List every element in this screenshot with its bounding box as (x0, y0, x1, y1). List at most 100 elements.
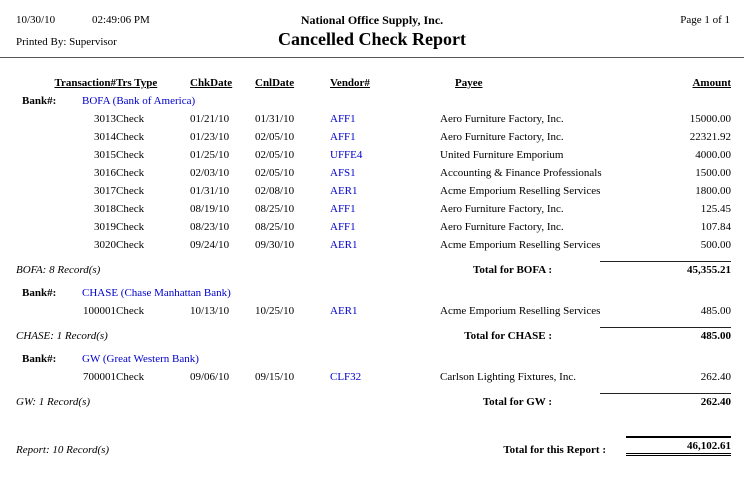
trs-type: Check (116, 113, 145, 125)
bank-total-amount: 45,355.21 (600, 261, 731, 276)
report-header: 10/30/10 02:49:06 PM Printed By: Supervi… (0, 0, 744, 58)
transaction-number: 3017 (94, 185, 116, 197)
bank-header-row: Bank#: GW (Great Western Bank) (0, 350, 744, 368)
check-row: 3013 Check 01/21/10 01/31/10 AFF1 Aero F… (0, 110, 744, 128)
check-amount: 1500.00 (695, 167, 731, 179)
vendor-code-link[interactable]: AFF1 (330, 113, 356, 125)
payee-name: United Furniture Emporium (440, 149, 564, 161)
check-row: 3015 Check 01/25/10 02/05/10 UFFE4 Unite… (0, 146, 744, 164)
transaction-number: 3013 (94, 113, 116, 125)
cnl-date: 08/25/10 (255, 221, 295, 233)
payee-name: Accounting & Finance Professionals (440, 167, 602, 179)
bank-total-row: CHASE: 1 Record(s) Total for CHASE : 485… (0, 322, 744, 342)
bank-total-amount: 262.40 (600, 393, 731, 408)
bank-number-label: Bank#: (22, 287, 57, 299)
bank-record-count: GW: 1 Record(s) (16, 396, 91, 408)
bank-section: Bank#: CHASE (Chase Manhattan Bank) 1000… (0, 284, 744, 342)
cnl-date: 02/08/10 (255, 185, 295, 197)
column-header-row: Transaction# Trs Type ChkDate CnlDate Ve… (0, 74, 744, 92)
payee-name: Aero Furniture Factory, Inc. (440, 131, 564, 143)
chk-date: 08/23/10 (190, 221, 230, 233)
vendor-code-link[interactable]: AER1 (330, 185, 358, 197)
check-row: 3019 Check 08/23/10 08/25/10 AFF1 Aero F… (0, 218, 744, 236)
sections: Bank#: BOFA (Bank of America) 3013 Check… (0, 92, 744, 408)
printed-by: Printed By: Supervisor (16, 36, 117, 48)
transaction-number: 3014 (94, 131, 116, 143)
col-cnl-date: CnlDate (255, 77, 295, 89)
check-row: 3017 Check 01/31/10 02/08/10 AER1 Acme E… (0, 182, 744, 200)
trs-type: Check (116, 203, 145, 215)
check-amount: 4000.00 (695, 149, 731, 161)
transaction-number: 3020 (94, 239, 116, 251)
check-amount: 1800.00 (695, 185, 731, 197)
cnl-date: 01/31/10 (255, 113, 295, 125)
report-title: Cancelled Check Report (278, 29, 466, 49)
vendor-code-link[interactable]: UFFE4 (330, 149, 363, 161)
print-time: 02:49:06 PM (92, 14, 150, 26)
vendor-code-link[interactable]: CLF32 (330, 371, 362, 383)
check-row: 700001 Check 09/06/10 09/15/10 CLF32 Car… (0, 368, 744, 386)
col-transaction: Transaction# (54, 77, 116, 89)
chk-date: 08/19/10 (190, 203, 230, 215)
payee-name: Aero Furniture Factory, Inc. (440, 113, 564, 125)
chk-date: 09/06/10 (190, 371, 230, 383)
vendor-code-link[interactable]: AER1 (330, 239, 358, 251)
bank-name-link[interactable]: CHASE (Chase Manhattan Bank) (82, 287, 231, 299)
chk-date: 01/31/10 (190, 185, 230, 197)
col-payee: Payee (455, 77, 483, 89)
check-amount: 262.40 (700, 371, 731, 383)
check-row: 3020 Check 09/24/10 09/30/10 AER1 Acme E… (0, 236, 744, 254)
check-amount: 125.45 (700, 203, 731, 215)
report-total-label: Total for this Report : (503, 444, 606, 456)
cnl-date: 10/25/10 (255, 305, 295, 317)
trs-type: Check (116, 221, 145, 233)
cnl-date: 09/30/10 (255, 239, 295, 251)
transaction-number: 3019 (94, 221, 116, 233)
chk-date: 10/13/10 (190, 305, 230, 317)
vendor-code-link[interactable]: AER1 (330, 305, 358, 317)
section-rows: 100001 Check 10/13/10 10/25/10 AER1 Acme… (0, 302, 744, 320)
transaction-number: 3016 (94, 167, 116, 179)
chk-date: 02/03/10 (190, 167, 230, 179)
chk-date: 09/24/10 (190, 239, 230, 251)
report-total-row: Report: 10 Record(s) Total for this Repo… (0, 430, 744, 456)
check-amount: 107.84 (700, 221, 731, 233)
transaction-number: 3015 (94, 149, 116, 161)
chk-date: 01/23/10 (190, 131, 230, 143)
company-name: National Office Supply, Inc. (300, 13, 444, 27)
check-row: 3014 Check 01/23/10 02/05/10 AFF1 Aero F… (0, 128, 744, 146)
section-rows: 3013 Check 01/21/10 01/31/10 AFF1 Aero F… (0, 110, 744, 254)
transaction-number: 100001 (83, 305, 116, 317)
bank-total-label: Total for BOFA : (473, 264, 552, 276)
bank-total-amount: 485.00 (600, 327, 731, 342)
trs-type: Check (116, 185, 145, 197)
payee-name: Aero Furniture Factory, Inc. (440, 203, 564, 215)
transaction-number: 700001 (83, 371, 116, 383)
page-indicator: Page 1 of 1 (680, 14, 730, 26)
payee-name: Acme Emporium Reselling Services (440, 239, 601, 251)
chk-date: 01/21/10 (190, 113, 230, 125)
bank-section: Bank#: GW (Great Western Bank) 700001 Ch… (0, 350, 744, 408)
vendor-code-link[interactable]: AFS1 (330, 167, 356, 179)
check-amount: 485.00 (700, 305, 731, 317)
trs-type: Check (116, 131, 145, 143)
cnl-date: 02/05/10 (255, 149, 295, 161)
bank-number-label: Bank#: (22, 353, 57, 365)
vendor-code-link[interactable]: AFF1 (330, 203, 356, 215)
check-amount: 22321.92 (689, 131, 731, 143)
payee-name: Aero Furniture Factory, Inc. (440, 221, 564, 233)
bank-name-link[interactable]: GW (Great Western Bank) (82, 353, 199, 365)
vendor-code-link[interactable]: AFF1 (330, 131, 356, 143)
bank-total-label: Total for GW : (482, 396, 552, 408)
section-rows: 700001 Check 09/06/10 09/15/10 CLF32 Car… (0, 368, 744, 386)
print-date: 10/30/10 (16, 14, 56, 26)
check-row: 3016 Check 02/03/10 02/05/10 AFS1 Accoun… (0, 164, 744, 182)
trs-type: Check (116, 371, 145, 383)
bank-name-link[interactable]: BOFA (Bank of America) (82, 95, 196, 107)
cnl-date: 09/15/10 (255, 371, 295, 383)
col-amount: Amount (692, 77, 731, 89)
bank-record-count: BOFA: 8 Record(s) (16, 264, 101, 276)
bank-record-count: CHASE: 1 Record(s) (16, 330, 108, 342)
vendor-code-link[interactable]: AFF1 (330, 221, 356, 233)
trs-type: Check (116, 305, 145, 317)
